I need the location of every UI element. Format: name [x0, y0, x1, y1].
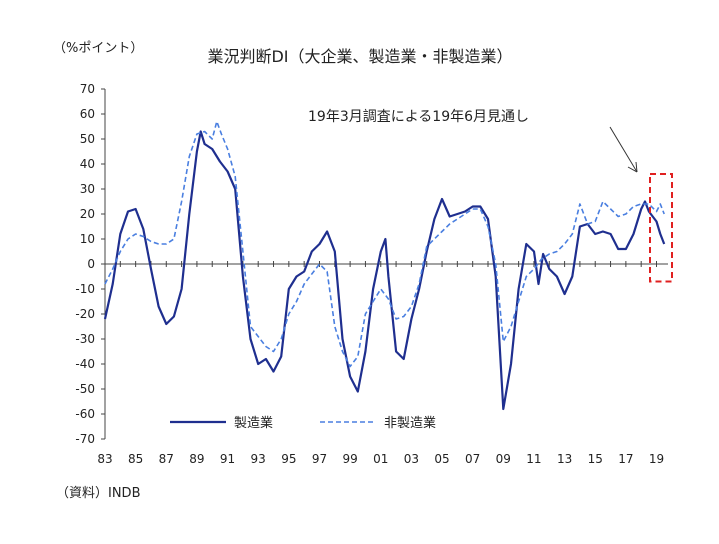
- x-tick-label: 15: [588, 452, 603, 466]
- x-tick-label: 95: [281, 452, 296, 466]
- y-tick-label: -50: [75, 382, 95, 396]
- annotation-arrow-line: [609, 126, 638, 173]
- x-tick-label: 17: [618, 452, 633, 466]
- y-tick-label: 0: [87, 257, 95, 271]
- forecast-overlay: [609, 126, 673, 283]
- forecast-annotation: 19年3月調査による19年6月見通し: [308, 109, 529, 125]
- y-tick-label: 70: [80, 82, 95, 96]
- x-tick-label: 99: [342, 452, 357, 466]
- x-tick-label: 07: [465, 452, 480, 466]
- x-tick-label: 03: [404, 452, 419, 466]
- chart-title: 業況判断DI（大企業、製造業・非製造業）: [207, 47, 512, 66]
- x-tick-label: 97: [312, 452, 327, 466]
- x-tick-label: 13: [557, 452, 572, 466]
- annotation-arrow-head: [627, 161, 638, 173]
- series-lines: [103, 120, 666, 411]
- x-tick-label: 01: [373, 452, 388, 466]
- y-tick-label: 10: [80, 232, 95, 246]
- x-tick-label: 85: [128, 452, 143, 466]
- legend-label-2: 非製造業: [384, 415, 436, 431]
- x-tick-label: 87: [159, 452, 174, 466]
- x-tick-label: 91: [220, 452, 235, 466]
- x-tick-label: 89: [189, 452, 204, 466]
- y-tick-label: -30: [75, 332, 95, 346]
- x-tick-label: 83: [97, 452, 112, 466]
- y-tick-label: -10: [75, 282, 95, 296]
- x-tick-label: 11: [526, 452, 541, 466]
- y-tick-label: 40: [80, 157, 95, 171]
- forecast-box: [649, 173, 673, 283]
- x-tick-label: 09: [496, 452, 511, 466]
- y-axis-label: （%ポイント）: [53, 41, 143, 56]
- y-tick-label: 50: [80, 132, 95, 146]
- source-note: （資料）INDB: [56, 486, 141, 501]
- x-tick-label: 05: [434, 452, 449, 466]
- y-tick-label: -60: [75, 407, 95, 421]
- legend-label-1: 製造業: [234, 415, 273, 431]
- series-line-1: [103, 130, 666, 411]
- y-tick-label: 60: [80, 107, 95, 121]
- y-tick-label: -70: [75, 432, 95, 446]
- x-tick-label: 93: [251, 452, 266, 466]
- y-tick-label: -20: [75, 307, 95, 321]
- y-tick-label: -40: [75, 357, 95, 371]
- y-tick-label: 20: [80, 207, 95, 221]
- legend: 製造業 非製造業: [170, 415, 436, 431]
- x-tick-label: 19: [649, 452, 664, 466]
- y-tick-label: 30: [80, 182, 95, 196]
- series-line-2: [104, 120, 665, 368]
